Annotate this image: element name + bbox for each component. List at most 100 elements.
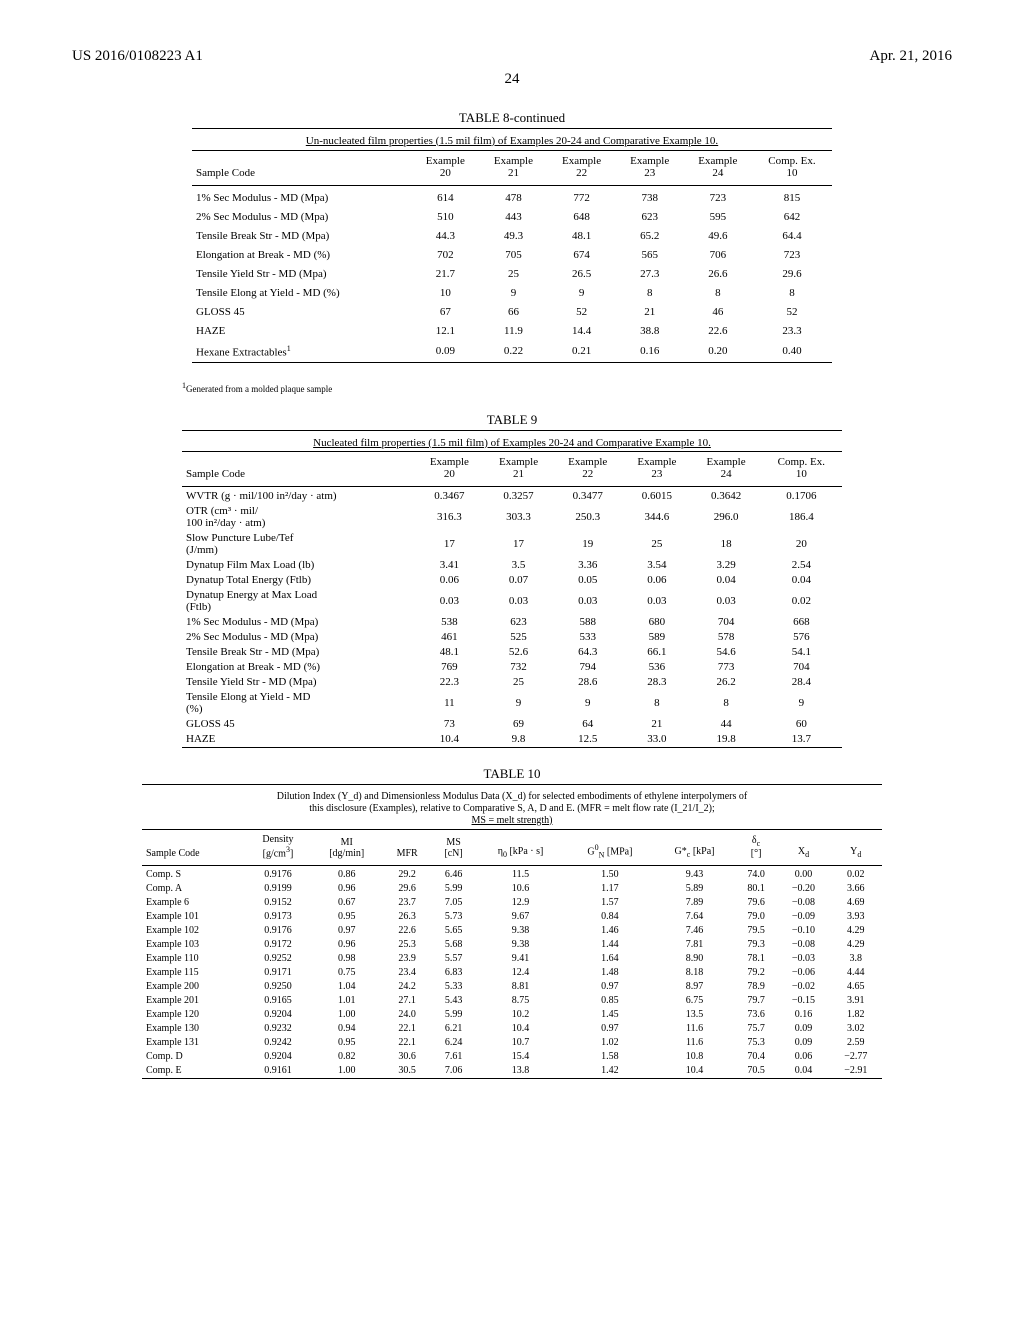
row-label: Tensile Break Str - MD (Mpa) [182,645,415,660]
cell: 13.5 [654,1008,734,1022]
cell: 14.4 [548,321,616,340]
cell: 9 [761,690,842,717]
cell: 22.1 [383,1022,432,1036]
cell: 1.17 [565,882,654,896]
cell: 74.0 [735,868,778,882]
table-8-col-samplecode: Sample Code [192,151,411,186]
table-row: Tensile Break Str - MD (Mpa)44.349.348.1… [192,226,832,245]
table-row: Tensile Break Str - MD (Mpa)48.152.664.3… [182,645,842,660]
cell: 21 [622,717,691,732]
cell: 8 [684,283,752,302]
row-label: Comp. E [142,1064,245,1078]
cell: 0.09 [777,1022,829,1036]
cell: 44.3 [411,226,479,245]
table-row: HAZE12.111.914.438.822.623.3 [192,321,832,340]
row-label: Example 101 [142,910,245,924]
cell: 0.06 [777,1050,829,1064]
caption-line: this disclosure (Examples), relative to … [309,803,715,814]
table-10-title: TABLE 10 [142,766,882,782]
cell: 0.07 [484,573,553,588]
cell: 11 [415,690,484,717]
cell: 69 [484,717,553,732]
cell: 29.6 [383,882,432,896]
cell: 680 [622,615,691,630]
cell: 1.00 [311,1064,383,1078]
cell: 0.9204 [245,1050,311,1064]
cell: 1.42 [565,1064,654,1078]
cell: 5.57 [432,952,476,966]
row-label: Tensile Yield Str - MD (Mpa) [192,264,411,283]
cell: 0.9176 [245,924,311,938]
table-10-col: G0N [MPa] [565,829,654,865]
cell: 0.03 [415,588,484,615]
cell: 10.4 [476,1022,566,1036]
cell: 17 [415,531,484,558]
cell: 478 [479,188,547,207]
table-10-col: Yd [830,829,882,865]
cell: 52 [548,302,616,321]
cell: 8.18 [654,966,734,980]
table-8-col: Comp. Ex.10 [752,151,832,186]
cell: 11.5 [476,868,566,882]
cell: 0.9242 [245,1036,311,1050]
cell: 3.54 [622,558,691,573]
cell: 0.9232 [245,1022,311,1036]
cell: 73.6 [735,1008,778,1022]
cell: 49.3 [479,226,547,245]
cell: 79.6 [735,896,778,910]
table-9-col-samplecode: Sample Code [182,451,415,486]
cell: −0.08 [777,896,829,910]
cell: 25 [622,531,691,558]
table-8-col: Example20 [411,151,479,186]
cell: 0.67 [311,896,383,910]
cell: 614 [411,188,479,207]
cell: 12.9 [476,896,566,910]
cell: 1.48 [565,966,654,980]
cell: 0.03 [484,588,553,615]
cell: −0.03 [777,952,829,966]
cell: 706 [684,245,752,264]
cell: 9.43 [654,868,734,882]
cell: 8 [622,690,691,717]
cell: 0.09 [411,340,479,362]
cell: 5.99 [432,1008,476,1022]
page-number: 24 [72,71,952,88]
row-label: Example 200 [142,980,245,994]
row-label: Elongation at Break - MD (%) [192,245,411,264]
cell: 0.40 [752,340,832,362]
cell: 52 [752,302,832,321]
cell: 1.00 [311,1008,383,1022]
cell: 8 [691,690,760,717]
cell: 38.8 [616,321,684,340]
row-label: Example 201 [142,994,245,1008]
cell: 702 [411,245,479,264]
cell: 0.95 [311,910,383,924]
cell: 595 [684,207,752,226]
cell: 29.2 [383,868,432,882]
cell: 0.9152 [245,896,311,910]
cell: 0.20 [684,340,752,362]
cell: 588 [553,615,622,630]
row-label: Comp. S [142,868,245,882]
row-label: GLOSS 45 [182,717,415,732]
cell: 23.7 [383,896,432,910]
row-label: Elongation at Break - MD (%) [182,660,415,675]
cell: 3.91 [830,994,882,1008]
cell: 1.02 [565,1036,654,1050]
cell: 0.16 [777,1008,829,1022]
table-row: Example 2000.92501.0424.25.338.810.978.9… [142,980,882,994]
cell: 0.94 [311,1022,383,1036]
cell: 1.45 [565,1008,654,1022]
cell: 769 [415,660,484,675]
cell: 75.7 [735,1022,778,1036]
table-10-header-row: Sample Code Density[g/cm3] MI[dg/min] MF… [142,829,882,865]
cell: 576 [761,630,842,645]
table-row: Tensile Elong at Yield - MD(%)1199889 [182,690,842,717]
cell: 565 [616,245,684,264]
table-row: Example 1020.91760.9722.65.659.381.467.4… [142,924,882,938]
cell: 0.3257 [484,489,553,504]
cell: 21.7 [411,264,479,283]
cell: 0.1706 [761,489,842,504]
cell: 461 [415,630,484,645]
row-label: Comp. D [142,1050,245,1064]
